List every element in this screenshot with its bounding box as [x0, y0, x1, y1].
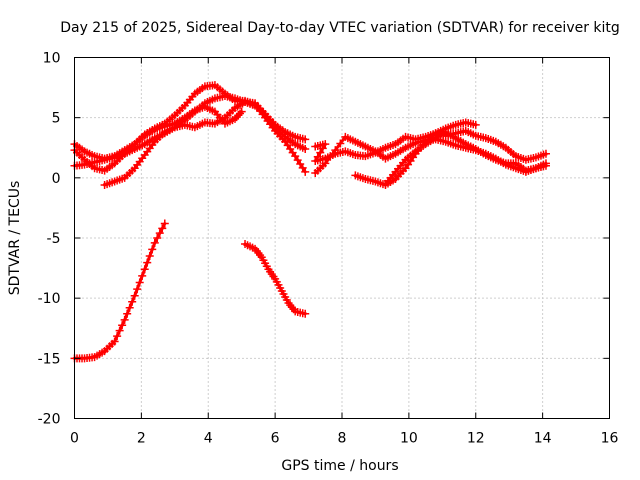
data-point	[301, 135, 310, 144]
data-point	[331, 146, 340, 155]
data-point	[471, 120, 480, 129]
data-point	[125, 303, 134, 312]
y-tick-label: -10	[38, 291, 61, 307]
grid	[74, 57, 610, 419]
data-point	[541, 149, 550, 158]
y-tick-label: -5	[47, 231, 61, 247]
data-point	[301, 167, 310, 176]
axis-ticks: 0 2 4 6 8 10 12 14 16 -20 -15 -10 -5 0 5 10	[38, 51, 619, 447]
data-point	[153, 234, 162, 242]
data-point	[120, 315, 129, 324]
y-tick-label: 0	[52, 171, 61, 187]
series-track-b	[241, 240, 310, 318]
data-point	[237, 107, 246, 116]
x-tick-label: 16	[601, 431, 619, 447]
data-point	[115, 326, 124, 335]
data-point	[130, 291, 139, 300]
y-tick-label: 5	[52, 111, 61, 127]
data-point	[135, 278, 144, 287]
data-point	[321, 140, 330, 149]
data-point	[301, 309, 310, 318]
data-point	[150, 238, 159, 247]
x-tick-label: 0	[70, 431, 79, 447]
data-point	[148, 245, 157, 254]
chart-title: Day 215 of 2025, Sidereal Day-to-day VTE…	[60, 20, 620, 36]
data-point	[123, 309, 132, 318]
data-point	[110, 337, 119, 346]
x-tick-label: 2	[137, 431, 146, 447]
x-tick-label: 8	[338, 431, 347, 447]
x-tick-label: 10	[400, 431, 418, 447]
data-point	[128, 297, 137, 306]
data-point	[133, 285, 142, 294]
x-axis-label: GPS time / hours	[281, 458, 398, 474]
data-point	[316, 148, 325, 157]
x-tick-label: 14	[534, 431, 552, 447]
data-point	[118, 321, 127, 330]
y-tick-label: 10	[43, 51, 61, 67]
data-point	[140, 265, 149, 274]
data-point	[541, 159, 550, 168]
data-point	[113, 332, 122, 341]
data-point	[318, 144, 327, 153]
data-point	[145, 252, 154, 261]
data-point	[236, 109, 245, 118]
data-point	[138, 271, 147, 280]
data-point	[160, 219, 169, 228]
x-tick-label: 4	[204, 431, 213, 447]
y-axis-label: SDTVAR / TECUs	[7, 181, 23, 296]
series-track-f	[100, 98, 310, 190]
data-point	[336, 139, 345, 148]
data-point	[301, 144, 310, 153]
data-point	[143, 258, 152, 267]
y-tick-label: -15	[38, 351, 61, 367]
data-point	[326, 152, 335, 161]
data-series	[70, 81, 550, 363]
data-point	[158, 224, 167, 233]
y-tick-label: -20	[38, 412, 61, 428]
series-track-j	[381, 128, 550, 188]
data-point	[155, 229, 164, 238]
x-tick-label: 6	[271, 431, 280, 447]
data-point	[321, 159, 330, 168]
x-tick-label: 12	[467, 431, 485, 447]
